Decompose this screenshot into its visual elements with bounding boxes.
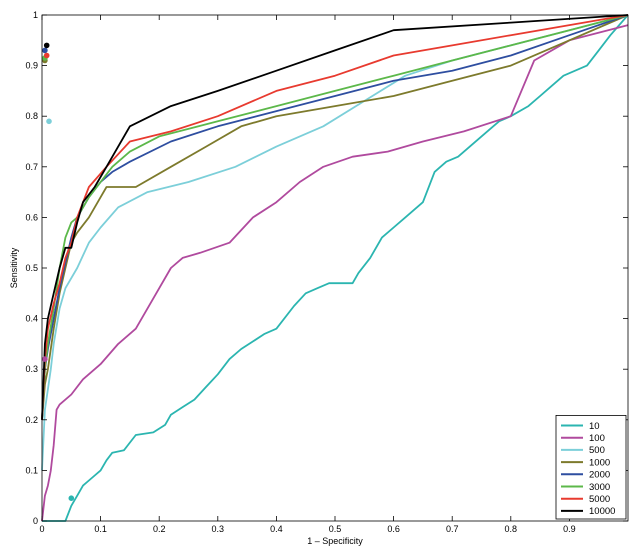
- y-tick-label: 0.3: [25, 364, 38, 374]
- x-tick-label: 0.5: [329, 524, 342, 534]
- series-line-2000: [41, 14, 629, 420]
- plot-lines: [41, 14, 629, 522]
- plot-markers: [42, 42, 75, 502]
- x-axis-title: 1 – Specificity: [307, 536, 363, 546]
- y-tick-label: 0.9: [25, 61, 38, 71]
- legend-label-3000: 3000: [589, 482, 610, 493]
- marker-100: [42, 356, 48, 362]
- x-tick-label: 0.3: [212, 524, 225, 534]
- marker-500: [46, 118, 52, 125]
- legend-label-10000: 10000: [589, 506, 615, 517]
- x-tick-label: 0.4: [270, 524, 283, 534]
- series-line-10000: [41, 14, 629, 420]
- x-tick-label: 0.9: [563, 524, 576, 534]
- y-tick-label: 0.2: [25, 415, 38, 425]
- legend-label-500: 500: [589, 445, 605, 456]
- series-line-5000: [41, 14, 629, 420]
- y-tick-label: 0.5: [25, 263, 38, 273]
- marker-10000: [43, 42, 50, 49]
- legend-label-2000: 2000: [589, 470, 610, 481]
- x-tick-label: 0.2: [153, 524, 166, 534]
- y-tick-label: 0.1: [25, 465, 38, 475]
- marker-5000: [43, 52, 50, 59]
- y-tick-label: 0.4: [25, 314, 38, 324]
- series-line-100: [41, 24, 629, 522]
- legend-box: [555, 414, 627, 520]
- x-tick-label: 0.6: [387, 524, 400, 534]
- legend-label-100: 100: [589, 433, 605, 444]
- marker-10: [68, 495, 75, 502]
- legend-label-10: 10: [589, 421, 600, 432]
- legend-label-5000: 5000: [589, 494, 610, 505]
- y-axis-title: Sensitivity: [9, 247, 19, 288]
- y-tick-label: 0.7: [25, 162, 38, 172]
- x-tick-label: 0.1: [94, 524, 107, 534]
- x-tick-label: 0.7: [446, 524, 459, 534]
- legend-label-1000: 1000: [589, 457, 610, 468]
- x-tick-label: 0.8: [505, 524, 518, 534]
- series-line-1000: [41, 14, 629, 420]
- marker-2000: [42, 47, 48, 54]
- x-axis: 0 0.1 0.2 0.3 0.4 0.5 0.6 0.7 0.8 0.9: [39, 15, 576, 534]
- y-tick-label: 0: [33, 516, 38, 526]
- y-tick-label: 0.8: [25, 111, 38, 121]
- y-tick-label: 0.6: [25, 212, 38, 222]
- y-tick-label: 1: [33, 10, 38, 20]
- series-line-500: [41, 14, 629, 471]
- y-axis: 0 0.1 0.2 0.3 0.4 0.5 0.6 0.7 0.8 0.9 1: [25, 10, 628, 526]
- x-tick-label: 0: [39, 524, 44, 534]
